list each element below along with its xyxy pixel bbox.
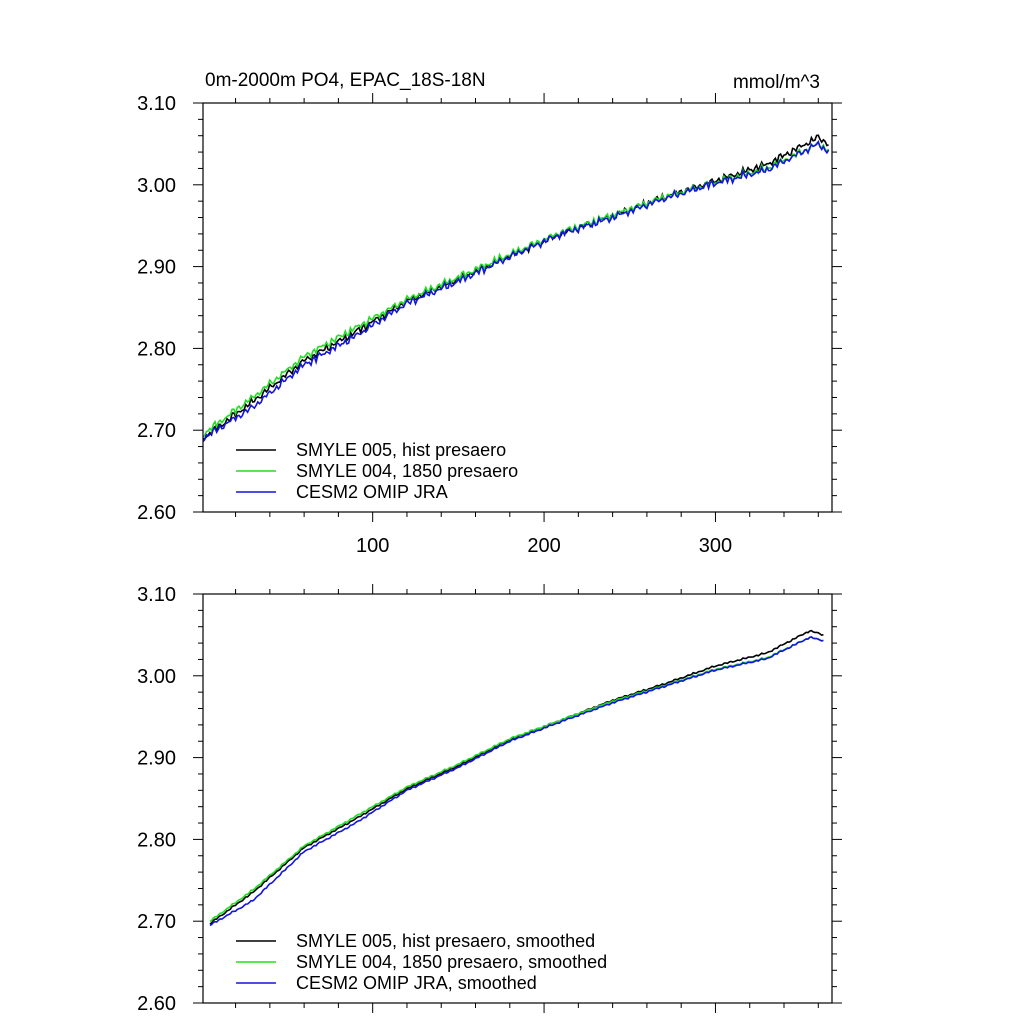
top-chart-series [202, 134, 830, 442]
top-chart-panel: 0m-2000m PO4, EPAC_18S-18N mmol/m^3 2.60… [137, 70, 842, 557]
bottom-chart-panel: 2.60 2.70 2.80 2.90 3.00 3.10 SMYLE 005, hist… [137, 584, 842, 1015]
legend-label: SMYLE 005, hist presaero, smoothed [296, 931, 595, 951]
top-chart-frame [202, 102, 833, 513]
series-line-1 [209, 629, 824, 925]
x-tick-label: 200 [527, 535, 560, 557]
legend-label: CESM2 OMIP JRA, smoothed [296, 973, 537, 993]
legend-label: SMYLE 004, 1850 presaero [296, 461, 518, 481]
y-tick-label: 2.70 [137, 911, 176, 933]
y-tick-label: 3.10 [137, 584, 176, 606]
series-line-1 [202, 134, 829, 441]
series-line-3 [202, 139, 830, 442]
bottom-chart-legend: SMYLE 005, hist presaero, smoothedSMYLE … [236, 931, 607, 993]
series-line-3 [209, 636, 824, 927]
top-chart-ticks: 2.60 2.70 2.80 2.90 3.00 3.10 100 200 300 [137, 93, 842, 557]
series-line-2 [202, 140, 830, 438]
y-tick-label: 3.00 [137, 666, 176, 688]
x-tick-label: 100 [356, 535, 389, 557]
legend-label: CESM2 OMIP JRA [296, 482, 448, 502]
units-label: mmol/m^3 [733, 72, 820, 93]
bottom-chart-frame [202, 593, 833, 1004]
legend-label: SMYLE 005, hist presaero [296, 440, 506, 460]
y-tick-label: 2.60 [137, 993, 176, 1015]
y-tick-label: 2.80 [137, 829, 176, 851]
y-tick-label: 2.90 [137, 257, 176, 279]
y-tick-label: 2.80 [137, 338, 176, 360]
bottom-chart-ticks: 2.60 2.70 2.80 2.90 3.00 3.10 [137, 584, 842, 1015]
y-tick-label: 2.70 [137, 420, 176, 442]
bottom-chart-series [209, 629, 824, 927]
legend-label: SMYLE 004, 1850 presaero, smoothed [296, 952, 607, 972]
y-tick-label: 2.60 [137, 502, 176, 524]
x-tick-label: 300 [699, 535, 732, 557]
chart-title: 0m-2000m PO4, EPAC_18S-18N [205, 70, 486, 91]
y-tick-label: 3.00 [137, 175, 176, 197]
y-tick-label: 3.10 [137, 93, 176, 115]
y-tick-label: 2.90 [137, 748, 176, 770]
series-line-2 [209, 636, 824, 923]
